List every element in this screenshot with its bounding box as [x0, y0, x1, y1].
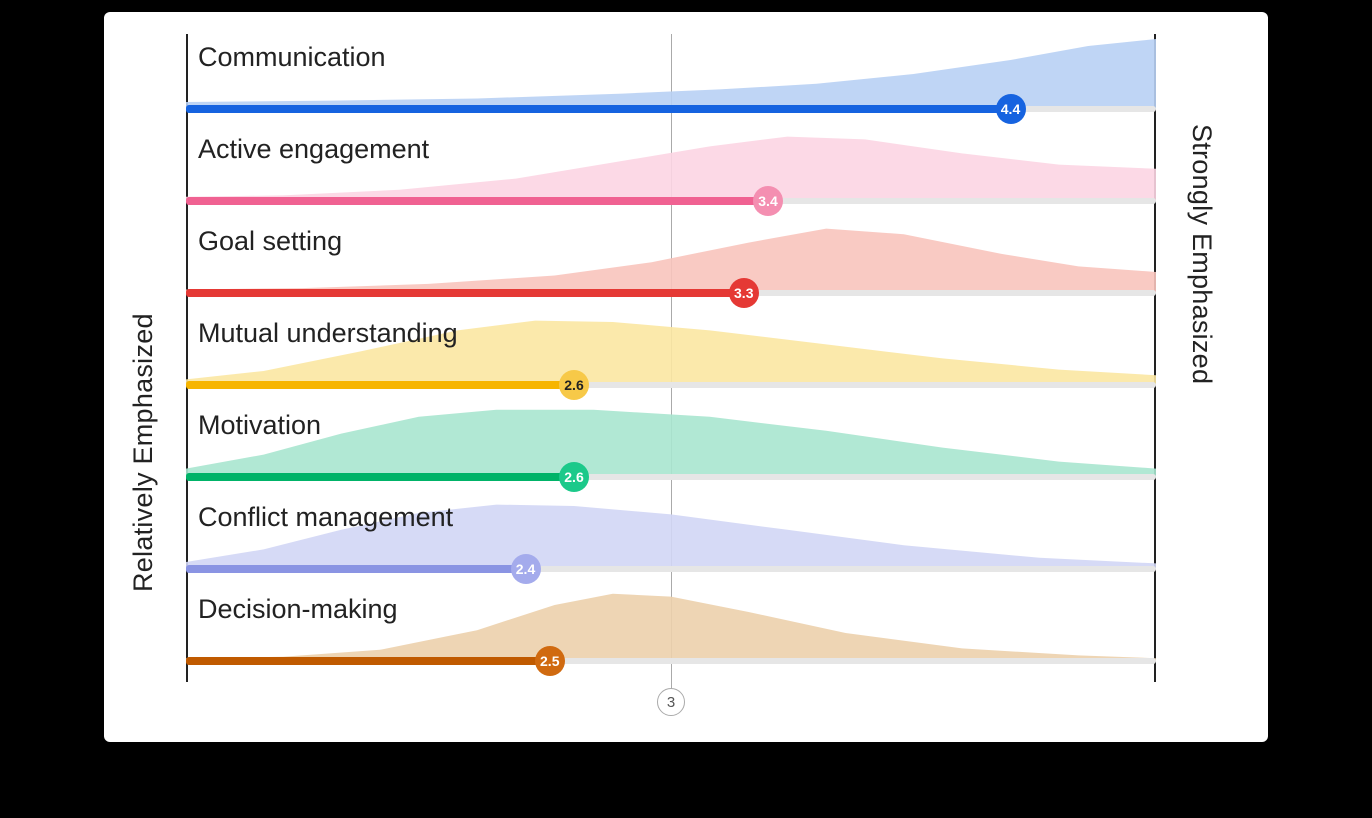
- scale-track: [186, 566, 1156, 572]
- value-marker: 3.4: [753, 186, 783, 216]
- metric-label: Active engagement: [198, 134, 429, 165]
- metric-label: Mutual understanding: [198, 318, 458, 349]
- value-marker: 2.6: [559, 462, 589, 492]
- value-bar: [186, 565, 526, 573]
- axis-label-left: Relatively Emphasized: [128, 124, 159, 592]
- axis-label-right: Strongly Emphasized: [1186, 124, 1217, 592]
- value-bar: [186, 197, 768, 205]
- value-bar: [186, 657, 550, 665]
- value-marker: 4.4: [996, 94, 1026, 124]
- metric-row: Motivation 2.6: [186, 402, 1156, 494]
- metric-row: Goal setting 3.3: [186, 218, 1156, 310]
- value-marker: 2.5: [535, 646, 565, 676]
- metric-row: Active engagement 3.4: [186, 126, 1156, 218]
- metric-label: Goal setting: [198, 226, 342, 257]
- value-marker: 3.3: [729, 278, 759, 308]
- metric-label: Decision-making: [198, 594, 398, 625]
- scale-track: [186, 658, 1156, 664]
- plot-area: Communication4.4Active engagement3.4Goal…: [186, 34, 1156, 682]
- value-bar: [186, 105, 1011, 113]
- metric-row: Conflict management 2.4: [186, 494, 1156, 586]
- scale-track: [186, 474, 1156, 480]
- midpoint-marker: 3: [657, 688, 685, 716]
- value-marker: 2.6: [559, 370, 589, 400]
- chart-card: Communication4.4Active engagement3.4Goal…: [104, 12, 1268, 742]
- metric-label: Motivation: [198, 410, 321, 441]
- value-bar: [186, 289, 744, 297]
- scale-track: [186, 290, 1156, 296]
- value-bar: [186, 473, 574, 481]
- scale-track: [186, 198, 1156, 204]
- metric-label: Communication: [198, 42, 386, 73]
- metric-row: Decision-making 2.5: [186, 586, 1156, 678]
- metric-row: Communication 4.4: [186, 34, 1156, 126]
- value-marker: 2.4: [511, 554, 541, 584]
- density-area: [186, 402, 1156, 479]
- scale-track: [186, 382, 1156, 388]
- value-bar: [186, 381, 574, 389]
- metric-label: Conflict management: [198, 502, 453, 533]
- metric-row: Mutual understanding 2.6: [186, 310, 1156, 402]
